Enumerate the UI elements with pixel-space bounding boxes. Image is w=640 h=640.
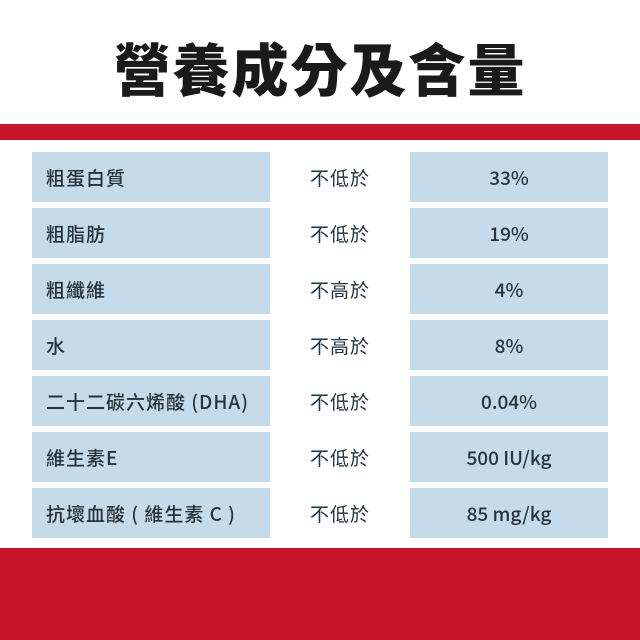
nutrient-name: 抗壞血酸 ( 維生素 C ) <box>32 488 270 538</box>
nutrient-name: 粗纖維 <box>32 264 270 314</box>
table-row: 水不高於8% <box>32 320 608 370</box>
table-row: 二十二碳六烯酸 (DHA)不低於0.04% <box>32 376 608 426</box>
table-row: 粗蛋白質不低於33% <box>32 152 608 202</box>
nutrient-name: 粗蛋白質 <box>32 152 270 202</box>
nutrient-condition: 不低於 <box>270 208 410 258</box>
nutrient-value: 4% <box>410 264 608 314</box>
nutrient-name: 維生素E <box>32 432 270 482</box>
nutrition-table: 粗蛋白質不低於33%粗脂肪不低於19%粗纖維不高於4%水不高於8%二十二碳六烯酸… <box>0 140 640 538</box>
nutrient-value: 33% <box>410 152 608 202</box>
nutrient-condition: 不高於 <box>270 264 410 314</box>
footer-red-block <box>0 548 640 640</box>
table-row: 維生素E不低於500 IU/kg <box>32 432 608 482</box>
table-row: 粗脂肪不低於19% <box>32 208 608 258</box>
nutrient-name: 粗脂肪 <box>32 208 270 258</box>
nutrient-name: 水 <box>32 320 270 370</box>
nutrient-value: 8% <box>410 320 608 370</box>
divider-red-bar <box>0 124 640 140</box>
nutrient-value: 19% <box>410 208 608 258</box>
nutrient-value: 500 IU/kg <box>410 432 608 482</box>
nutrient-name: 二十二碳六烯酸 (DHA) <box>32 376 270 426</box>
nutrient-value: 0.04% <box>410 376 608 426</box>
nutrient-value: 85 mg/kg <box>410 488 608 538</box>
nutrient-condition: 不低於 <box>270 432 410 482</box>
nutrient-condition: 不高於 <box>270 320 410 370</box>
table-row: 抗壞血酸 ( 維生素 C )不低於85 mg/kg <box>32 488 608 538</box>
table-row: 粗纖維不高於4% <box>32 264 608 314</box>
page-title: 營養成分及含量 <box>0 0 640 124</box>
nutrient-condition: 不低於 <box>270 488 410 538</box>
nutrient-condition: 不低於 <box>270 152 410 202</box>
nutrient-condition: 不低於 <box>270 376 410 426</box>
